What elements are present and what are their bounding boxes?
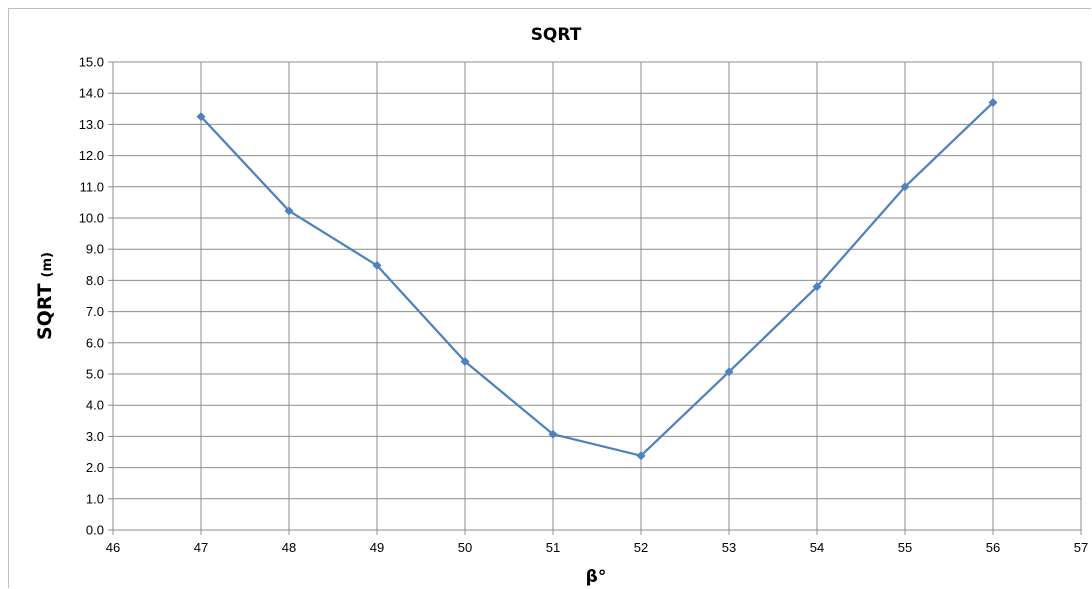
series-line xyxy=(200,101,994,457)
x-tick-label: 57 xyxy=(1074,540,1088,555)
data-point-marker xyxy=(196,112,206,122)
x-tick-label: 51 xyxy=(546,540,560,555)
y-tick-label: 13.0 xyxy=(79,117,104,132)
grid-lines xyxy=(113,61,1082,530)
data-point-marker xyxy=(900,182,910,192)
tick-labels: 0.0 1.0 2.0 3.0 4.0 5.0 6.0 7.0 8.0 9.0 10.0 11.0 12… xyxy=(79,55,1089,556)
x-tick-label: 47 xyxy=(194,540,208,555)
data-series xyxy=(196,98,998,461)
x-tick-label: 56 xyxy=(986,540,1000,555)
data-point-marker xyxy=(988,98,998,108)
data-point-marker xyxy=(548,429,558,439)
y-tick-label: 7.0 xyxy=(86,304,104,319)
y-axis-title-main: SQRT xyxy=(34,283,56,340)
axes xyxy=(108,61,1082,535)
y-tick-label: 0.0 xyxy=(86,523,104,538)
x-tick-label: 48 xyxy=(282,540,296,555)
data-point-marker xyxy=(636,451,646,461)
data-point-marker xyxy=(812,282,822,292)
y-tick-label: 3.0 xyxy=(86,429,104,444)
x-tick-label: 46 xyxy=(106,540,120,555)
data-point-marker xyxy=(284,206,294,216)
y-tick-label: 2.0 xyxy=(86,460,104,475)
data-point-marker xyxy=(724,367,734,377)
x-tick-label: 53 xyxy=(722,540,736,555)
y-tick-label: 8.0 xyxy=(86,273,104,288)
data-point-marker xyxy=(372,260,382,270)
y-tick-label: 6.0 xyxy=(86,335,104,350)
y-tick-label: 4.0 xyxy=(86,398,104,413)
y-tick-label: 9.0 xyxy=(86,242,104,257)
y-tick-label: 5.0 xyxy=(86,367,104,382)
y-tick-label: 11.0 xyxy=(80,179,104,194)
x-tick-label: 54 xyxy=(810,540,824,555)
data-point-marker xyxy=(460,357,470,367)
y-tick-label: 15.0 xyxy=(79,55,104,70)
chart-title: SQRT xyxy=(531,25,582,45)
x-tick-label: 55 xyxy=(898,540,912,555)
y-tick-label: 12.0 xyxy=(79,148,104,163)
chart-border xyxy=(8,8,1091,588)
x-axis-title: β° xyxy=(586,567,607,587)
x-tick-label: 52 xyxy=(634,540,648,555)
y-axis-title: SQRT (m) xyxy=(34,252,56,340)
y-axis-title-unit: (m) xyxy=(40,252,55,277)
x-tick-label: 50 xyxy=(458,540,472,555)
x-tick-label: 49 xyxy=(370,540,384,555)
y-tick-label: 14.0 xyxy=(79,86,104,101)
y-tick-label: 1.0 xyxy=(86,491,104,506)
y-tick-label: 10.0 xyxy=(79,211,104,226)
